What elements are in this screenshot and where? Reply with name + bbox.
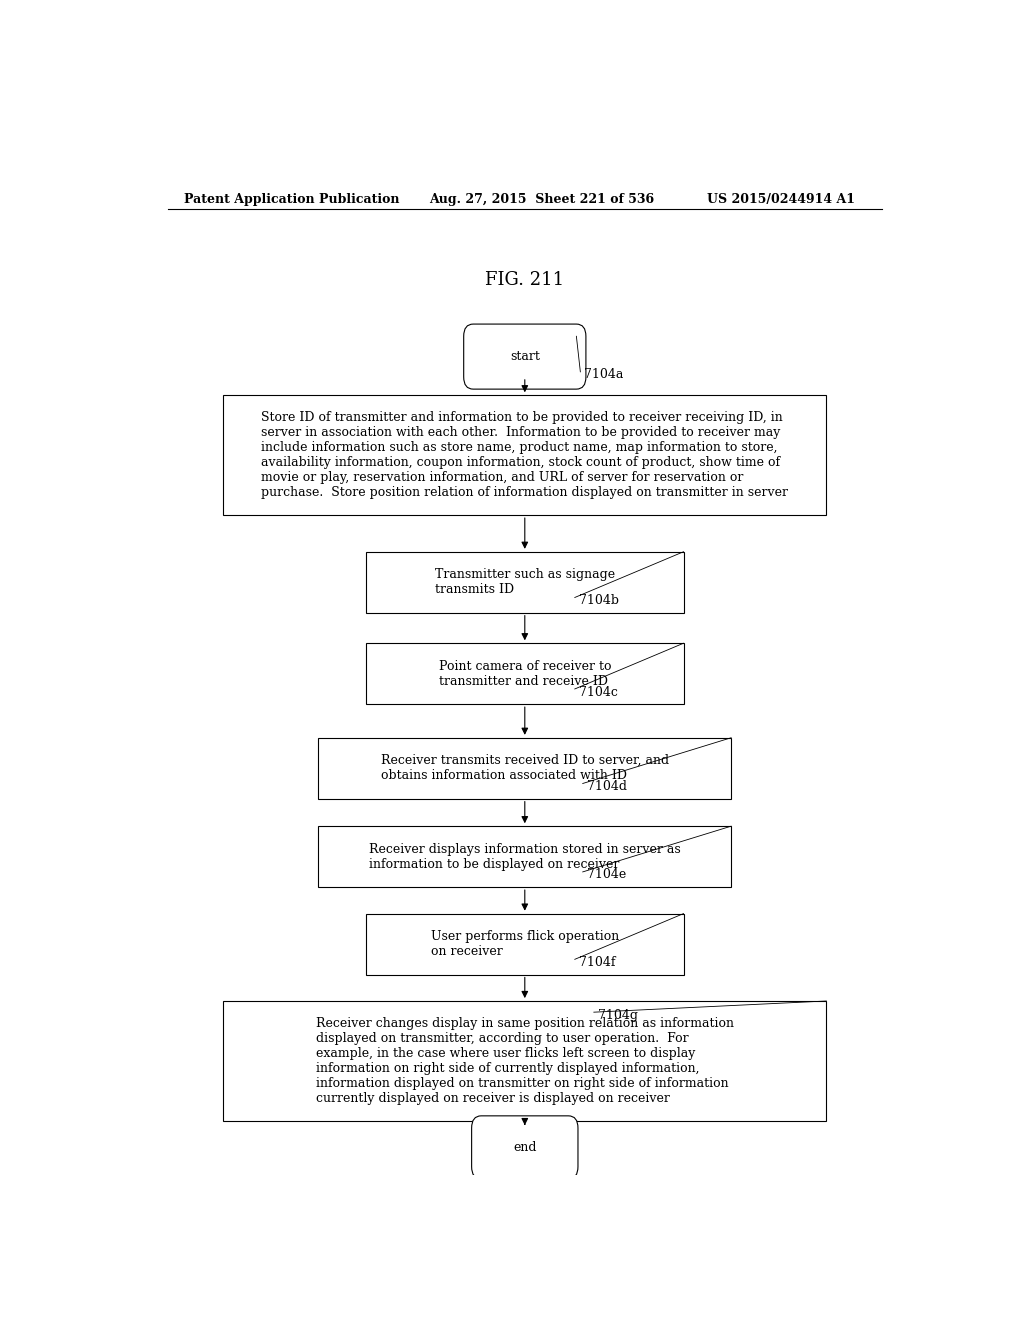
Bar	[367, 552, 684, 612]
Text: 7104c: 7104c	[579, 685, 617, 698]
Text: Patent Application Publication: Patent Application Publication	[183, 193, 399, 206]
Text: 7104e: 7104e	[587, 869, 626, 882]
Text: Store ID of transmitter and information to be provided to receiver receiving ID,: Store ID of transmitter and information …	[261, 412, 788, 499]
Text: 7104g: 7104g	[598, 1008, 638, 1022]
Text: US 2015/0244914 A1: US 2015/0244914 A1	[708, 193, 855, 206]
Text: end: end	[513, 1140, 537, 1154]
Text: 7104f: 7104f	[579, 956, 615, 969]
Bar	[223, 1001, 826, 1121]
Text: Receiver changes display in same position relation as information
displayed on t: Receiver changes display in same positio…	[315, 1016, 734, 1105]
Bar	[318, 826, 731, 887]
Bar	[318, 738, 731, 799]
Bar	[367, 643, 684, 704]
Text: 7104d: 7104d	[587, 780, 627, 793]
Text: User performs flick operation
on receiver: User performs flick operation on receive…	[431, 931, 618, 958]
Bar	[367, 913, 684, 974]
Bar	[223, 395, 826, 515]
Text: Receiver displays information stored in server as
information to be displayed on: Receiver displays information stored in …	[369, 842, 681, 871]
Text: Aug. 27, 2015  Sheet 221 of 536: Aug. 27, 2015 Sheet 221 of 536	[430, 193, 654, 206]
Text: 7104a: 7104a	[585, 368, 624, 381]
Text: FIG. 211: FIG. 211	[485, 272, 564, 289]
Text: Transmitter such as signage
transmits ID: Transmitter such as signage transmits ID	[435, 568, 614, 597]
FancyBboxPatch shape	[472, 1115, 578, 1179]
Text: 7104b: 7104b	[579, 594, 618, 607]
FancyBboxPatch shape	[464, 325, 586, 389]
Text: Point camera of receiver to
transmitter and receive ID: Point camera of receiver to transmitter …	[438, 660, 611, 688]
Text: Receiver transmits received ID to server, and
obtains information associated wit: Receiver transmits received ID to server…	[381, 754, 669, 783]
Text: start: start	[510, 350, 540, 363]
